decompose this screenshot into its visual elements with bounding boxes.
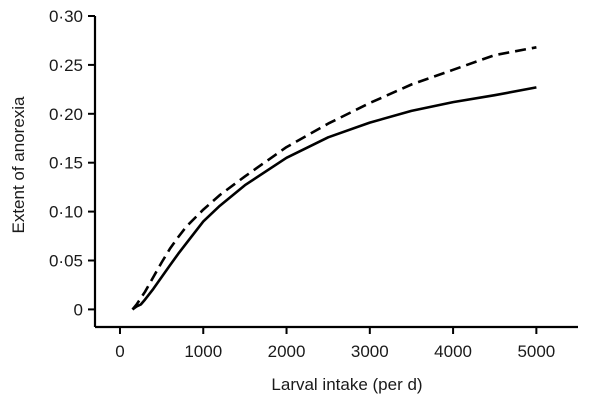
series-line-solid [131, 86, 537, 311]
x-axis-ticks: 0 1000 2000 3000 4000 5000 [115, 327, 555, 361]
series-line-dashed [131, 46, 537, 311]
series-group [131, 46, 537, 311]
y-tick-label: 0·25 [49, 56, 83, 75]
y-tick-label: 0·15 [49, 154, 83, 173]
y-tick-label: 0·30 [49, 7, 83, 26]
x-axis-label: Larval intake (per d) [271, 375, 422, 394]
y-tick-label: 0 [74, 300, 83, 319]
y-tick-label: 0·20 [49, 105, 83, 124]
x-tick-label: 1000 [184, 342, 222, 361]
x-tick-label: 4000 [434, 342, 472, 361]
y-axis-label: Extent of anorexia [9, 96, 28, 234]
x-tick-label: 2000 [268, 342, 306, 361]
y-axis-ticks: 0 0·05 0·10 0·15 0·20 0·25 0·30 [49, 7, 95, 319]
x-tick-label: 5000 [517, 342, 555, 361]
y-tick-label: 0·10 [49, 203, 83, 222]
axes [93, 16, 578, 329]
x-tick-label: 3000 [351, 342, 389, 361]
y-tick-label: 0·05 [49, 251, 83, 270]
x-tick-label: 0 [115, 342, 124, 361]
